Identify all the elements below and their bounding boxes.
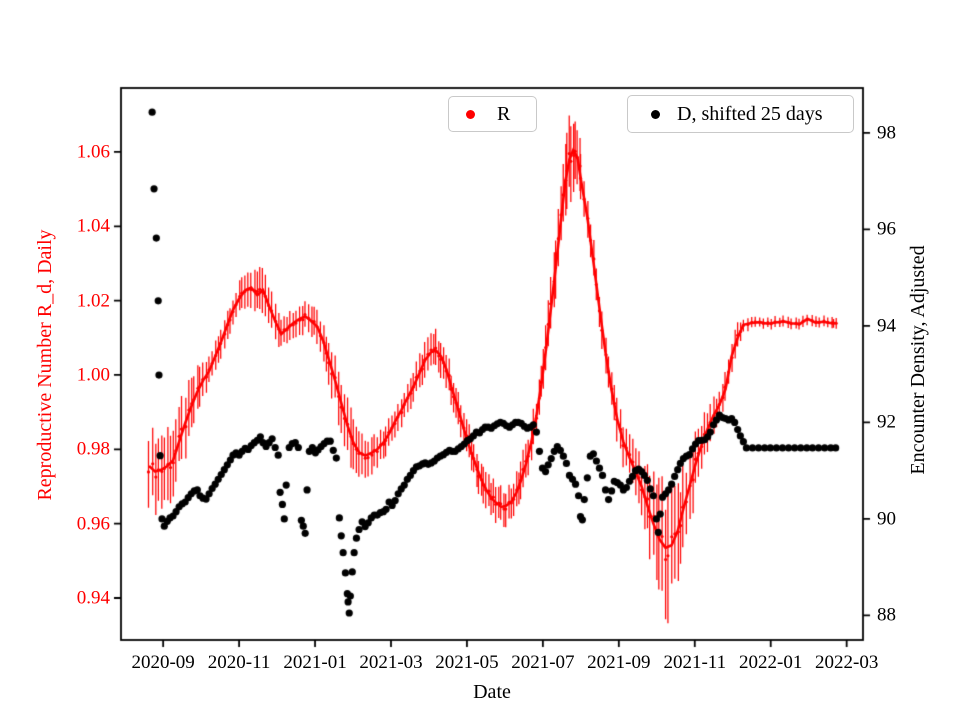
x-tick-label: 2020-09 xyxy=(131,652,195,673)
left-y-tick-label: 1.02 xyxy=(76,290,110,312)
left-y-tick-label: 1.00 xyxy=(76,364,110,386)
right-y-tick-label: 94 xyxy=(877,315,896,337)
legend-d: D, shifted 25 days xyxy=(627,95,854,133)
x-axis-label: Date xyxy=(473,681,511,703)
right-y-tick-label: 96 xyxy=(877,218,896,240)
x-tick-label: 2021-09 xyxy=(587,652,651,673)
x-tick-label: 2022-01 xyxy=(739,652,803,673)
left-y-tick-label: 0.96 xyxy=(76,513,110,535)
right-y-axis-label: Encounter Density, Adjusted xyxy=(907,245,929,475)
x-tick-label: 2021-07 xyxy=(511,652,575,673)
left-y-tick-label: 0.94 xyxy=(76,587,110,609)
x-tick-label: 2020-11 xyxy=(207,652,271,673)
left-y-axis-label: Reproductive Number R_d, Daily xyxy=(34,229,56,501)
x-tick-label: 2022-03 xyxy=(814,652,879,673)
left-y-tick-label: 1.06 xyxy=(76,141,110,163)
legend-r-label: R xyxy=(497,102,511,125)
d-series-marker-icon xyxy=(651,109,660,119)
legend-r: R xyxy=(448,96,537,132)
left-y-tick-label: 0.98 xyxy=(76,438,110,460)
r-series-marker-icon xyxy=(466,109,475,119)
x-tick-label: 2021-01 xyxy=(283,652,347,673)
right-y-tick-label: 98 xyxy=(877,122,896,144)
x-tick-label: 2021-03 xyxy=(359,652,423,673)
legend-d-label: D, shifted 25 days xyxy=(677,102,823,125)
x-tick-label: 2021-11 xyxy=(663,652,727,673)
x-tick-label: 2021-05 xyxy=(435,652,499,673)
right-y-tick-label: 90 xyxy=(877,508,896,530)
right-y-tick-label: 92 xyxy=(877,411,896,433)
left-y-tick-label: 1.04 xyxy=(76,215,110,237)
right-y-tick-label: 88 xyxy=(877,604,896,626)
